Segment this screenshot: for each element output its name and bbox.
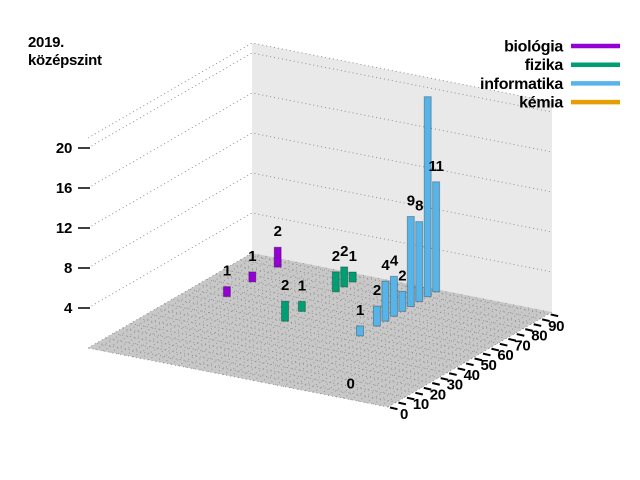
bar-fizika [331,271,340,293]
x-tick [457,367,466,372]
bar-informatika [423,96,432,298]
bar-fizika [281,300,289,322]
z-tick-label: 16 [56,180,72,197]
x-tick-label: 50 [480,357,496,374]
x-tick [432,382,440,386]
legend-label-kémia: kémia [519,95,563,112]
x-tick [398,401,407,406]
bar-value-label: 11 [428,158,443,175]
bar-informatika [372,305,381,327]
bar-value-label: 1 [223,263,231,280]
bar-informatika [356,325,364,337]
x-tick [525,328,533,332]
x-tick [448,372,457,376]
x-tick [415,391,424,396]
z-tick-label: 8 [64,260,72,277]
floor-grid-line [214,274,515,334]
x-tick [474,357,483,362]
bar-value-label: 8 [415,198,423,215]
x-tick [499,342,508,347]
bar-informatika [415,221,424,303]
x-tick [491,347,500,352]
bar-value-label: 1 [349,248,357,265]
bar-value-label: 2 [340,243,348,260]
x-tick [440,377,449,381]
x-tick-label: 10 [413,396,429,413]
x-tick [482,352,491,357]
bar-value-label: 0 [346,376,354,393]
floor-grid-line [155,308,456,369]
x-tick [406,396,415,401]
bar-biológia [222,286,231,298]
bar-value-label: 4 [381,257,390,274]
floor-grid-line [180,293,482,354]
floor-grid-line [231,264,532,325]
z-tick-label: 4 [64,300,73,317]
x-tick-label: 60 [497,347,513,364]
bar-value-label: 2 [373,282,381,299]
bar-value-label: 2 [274,223,282,240]
bar-fizika [348,271,357,283]
bar-informatika [432,181,441,293]
x-tick-label: 40 [464,367,480,384]
x-tick [389,406,398,411]
x-tick [465,362,474,367]
bar-value-label: 1 [248,248,256,265]
floor-grid-line [121,327,422,388]
bar-value-label: 2 [332,248,340,265]
bar-informatika [406,216,415,307]
x-tick [423,386,432,391]
bar-value-label: 4 [390,252,399,269]
bar-informatika [389,275,398,317]
bar-value-label: 2 [398,267,406,284]
x-tick-label: 0 [400,406,408,423]
legend-label-informatika: informatika [480,76,563,93]
x-tick [516,333,525,337]
floor-grid-line [164,303,465,364]
bar-informatika [398,290,407,312]
bar-biológia [273,246,282,268]
legend-label-fizika: fizika [525,57,564,74]
floor-grid-line [248,254,549,315]
bar-informatika [381,280,390,322]
legend-label-biológia: biológia [504,39,563,56]
floor-grid-line [172,298,473,359]
floor-grid-line [104,337,405,398]
floor-grid-line [96,342,397,403]
z-tick-label: 12 [56,220,72,237]
floor-grid-line [113,332,414,393]
bar-fizika [297,300,306,312]
x-tick-label: 70 [514,337,530,354]
x-tick-label: 80 [531,328,547,345]
bar-fizika [340,266,349,288]
x-tick [550,313,559,318]
x-tick-label: 20 [430,386,446,403]
chart-title-line2: középszint [28,52,102,69]
floor-grid-line [240,259,541,320]
bar-value-label: 2 [281,277,289,294]
x-tick [508,337,517,342]
x-tick-label: 30 [447,377,463,394]
floor-grid-line [189,288,490,349]
bar-biológia [248,271,257,283]
bar-value-label: 9 [407,193,415,210]
z-tick-label: 20 [56,140,72,157]
floor-grid-line [138,318,439,379]
bar-value-label: 1 [356,302,364,319]
back-wall [252,43,552,312]
bar-value-label: 1 [298,277,306,294]
floor-grid-line [197,283,498,344]
left-wall [88,43,252,348]
chart-title-line1: 2019. [28,34,65,51]
x-tick-label: 90 [548,318,564,335]
x-tick [541,318,550,323]
chart-title: 2019. középszint [28,34,102,70]
x-tick [533,323,542,327]
